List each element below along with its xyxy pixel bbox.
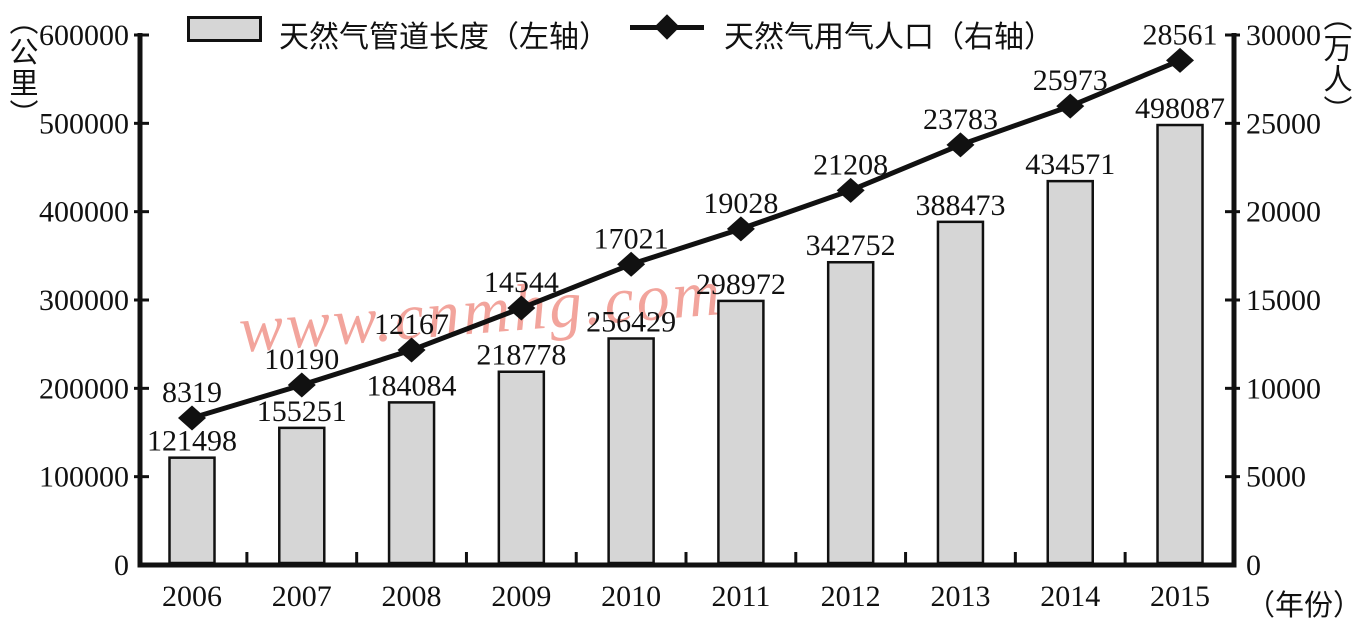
right-axis-tick-label: 15000 (1246, 284, 1321, 317)
line-series (191, 58, 1181, 421)
legend-bar-swatch-icon (187, 16, 262, 42)
bar-2014 (1046, 179, 1094, 565)
bar-2011 (717, 299, 765, 565)
bar-2013 (936, 220, 985, 565)
line-value-label: 21208 (813, 148, 888, 181)
bar-2009 (497, 370, 546, 565)
x-axis-category-label: 2011 (711, 580, 770, 613)
line-value-label: 19028 (703, 187, 778, 220)
bar-value-label: 388473 (915, 189, 1005, 222)
bar-2012 (826, 260, 875, 565)
x-axis-category-label: 2009 (491, 580, 551, 613)
left-axis-tick-label: 400000 (39, 196, 129, 229)
line-value-label: 25973 (1033, 64, 1108, 97)
bar-2006 (168, 456, 216, 565)
x-axis-category-label: 2014 (1040, 580, 1100, 613)
left-axis-tick-label: 300000 (39, 284, 129, 317)
x-axis-category-label: 2008 (382, 580, 442, 613)
legend-bar-label: 天然气管道长度（左轴） (279, 21, 609, 54)
line-point-2013 (946, 132, 975, 158)
x-axis-category-label: 2010 (601, 580, 661, 613)
bar-value-label: 218778 (476, 339, 566, 372)
right-axis-tick-label: 25000 (1246, 107, 1321, 140)
bar-2007 (278, 426, 326, 565)
left-axis-tick-label: 200000 (39, 372, 129, 405)
x-axis-title: （年份） (1246, 590, 1361, 618)
right-axis-tick-label: 10000 (1246, 372, 1321, 405)
right-axis-tick-label: 0 (1246, 549, 1261, 582)
bar-value-label: 498087 (1135, 92, 1225, 125)
line-value-label: 8319 (162, 376, 222, 409)
bar-2008 (387, 401, 436, 565)
x-axis-category-label: 2012 (821, 580, 881, 613)
bar-value-label: 298972 (696, 268, 786, 301)
bar-2015 (1156, 123, 1204, 565)
line-point-2010 (617, 251, 646, 277)
left-axis-tick-label: 500000 (39, 107, 129, 140)
line-value-label: 28561 (1143, 18, 1218, 51)
x-axis-category-label: 2007 (272, 580, 332, 613)
line-point-2007 (287, 372, 316, 398)
left-axis-tick-label: 100000 (39, 461, 129, 494)
right-axis-tick-label: 30000 (1246, 19, 1321, 52)
line-point-2012 (836, 177, 865, 203)
legend-line-label: 天然气用气人口（右轴） (724, 21, 1054, 54)
line-point-2014 (1056, 93, 1085, 119)
line-value-label: 10190 (264, 343, 339, 376)
x-axis-category-label: 2013 (930, 580, 990, 613)
line-value-label: 23783 (923, 103, 998, 136)
bar-value-label: 184084 (367, 369, 457, 402)
bar-value-label: 434571 (1025, 148, 1115, 181)
bar-value-label: 155251 (257, 395, 347, 428)
line-value-label: 14544 (484, 266, 559, 299)
left-axis-tick-label: 600000 (39, 19, 129, 52)
line-point-2006 (178, 405, 206, 431)
line-value-label: 12167 (374, 308, 449, 341)
line-point-2009 (507, 295, 536, 321)
x-axis-category-label: 2006 (162, 580, 222, 613)
bar-value-label: 256429 (586, 305, 676, 338)
right-axis-tick-label: 5000 (1246, 461, 1306, 494)
left-axis-tick-label: 0 (114, 549, 129, 582)
x-axis-category-label: 2015 (1150, 580, 1210, 613)
right-axis-tick-label: 20000 (1246, 196, 1321, 229)
line-point-2008 (397, 337, 426, 363)
right-axis-title: （万人） (1319, 2, 1351, 126)
line-value-label: 17021 (594, 222, 669, 255)
left-axis-title: （公里） (5, 6, 37, 130)
bar-2010 (607, 337, 655, 565)
bar-value-label: 342752 (806, 229, 896, 262)
line-point-2015 (1166, 47, 1195, 73)
line-point-2011 (726, 216, 755, 242)
